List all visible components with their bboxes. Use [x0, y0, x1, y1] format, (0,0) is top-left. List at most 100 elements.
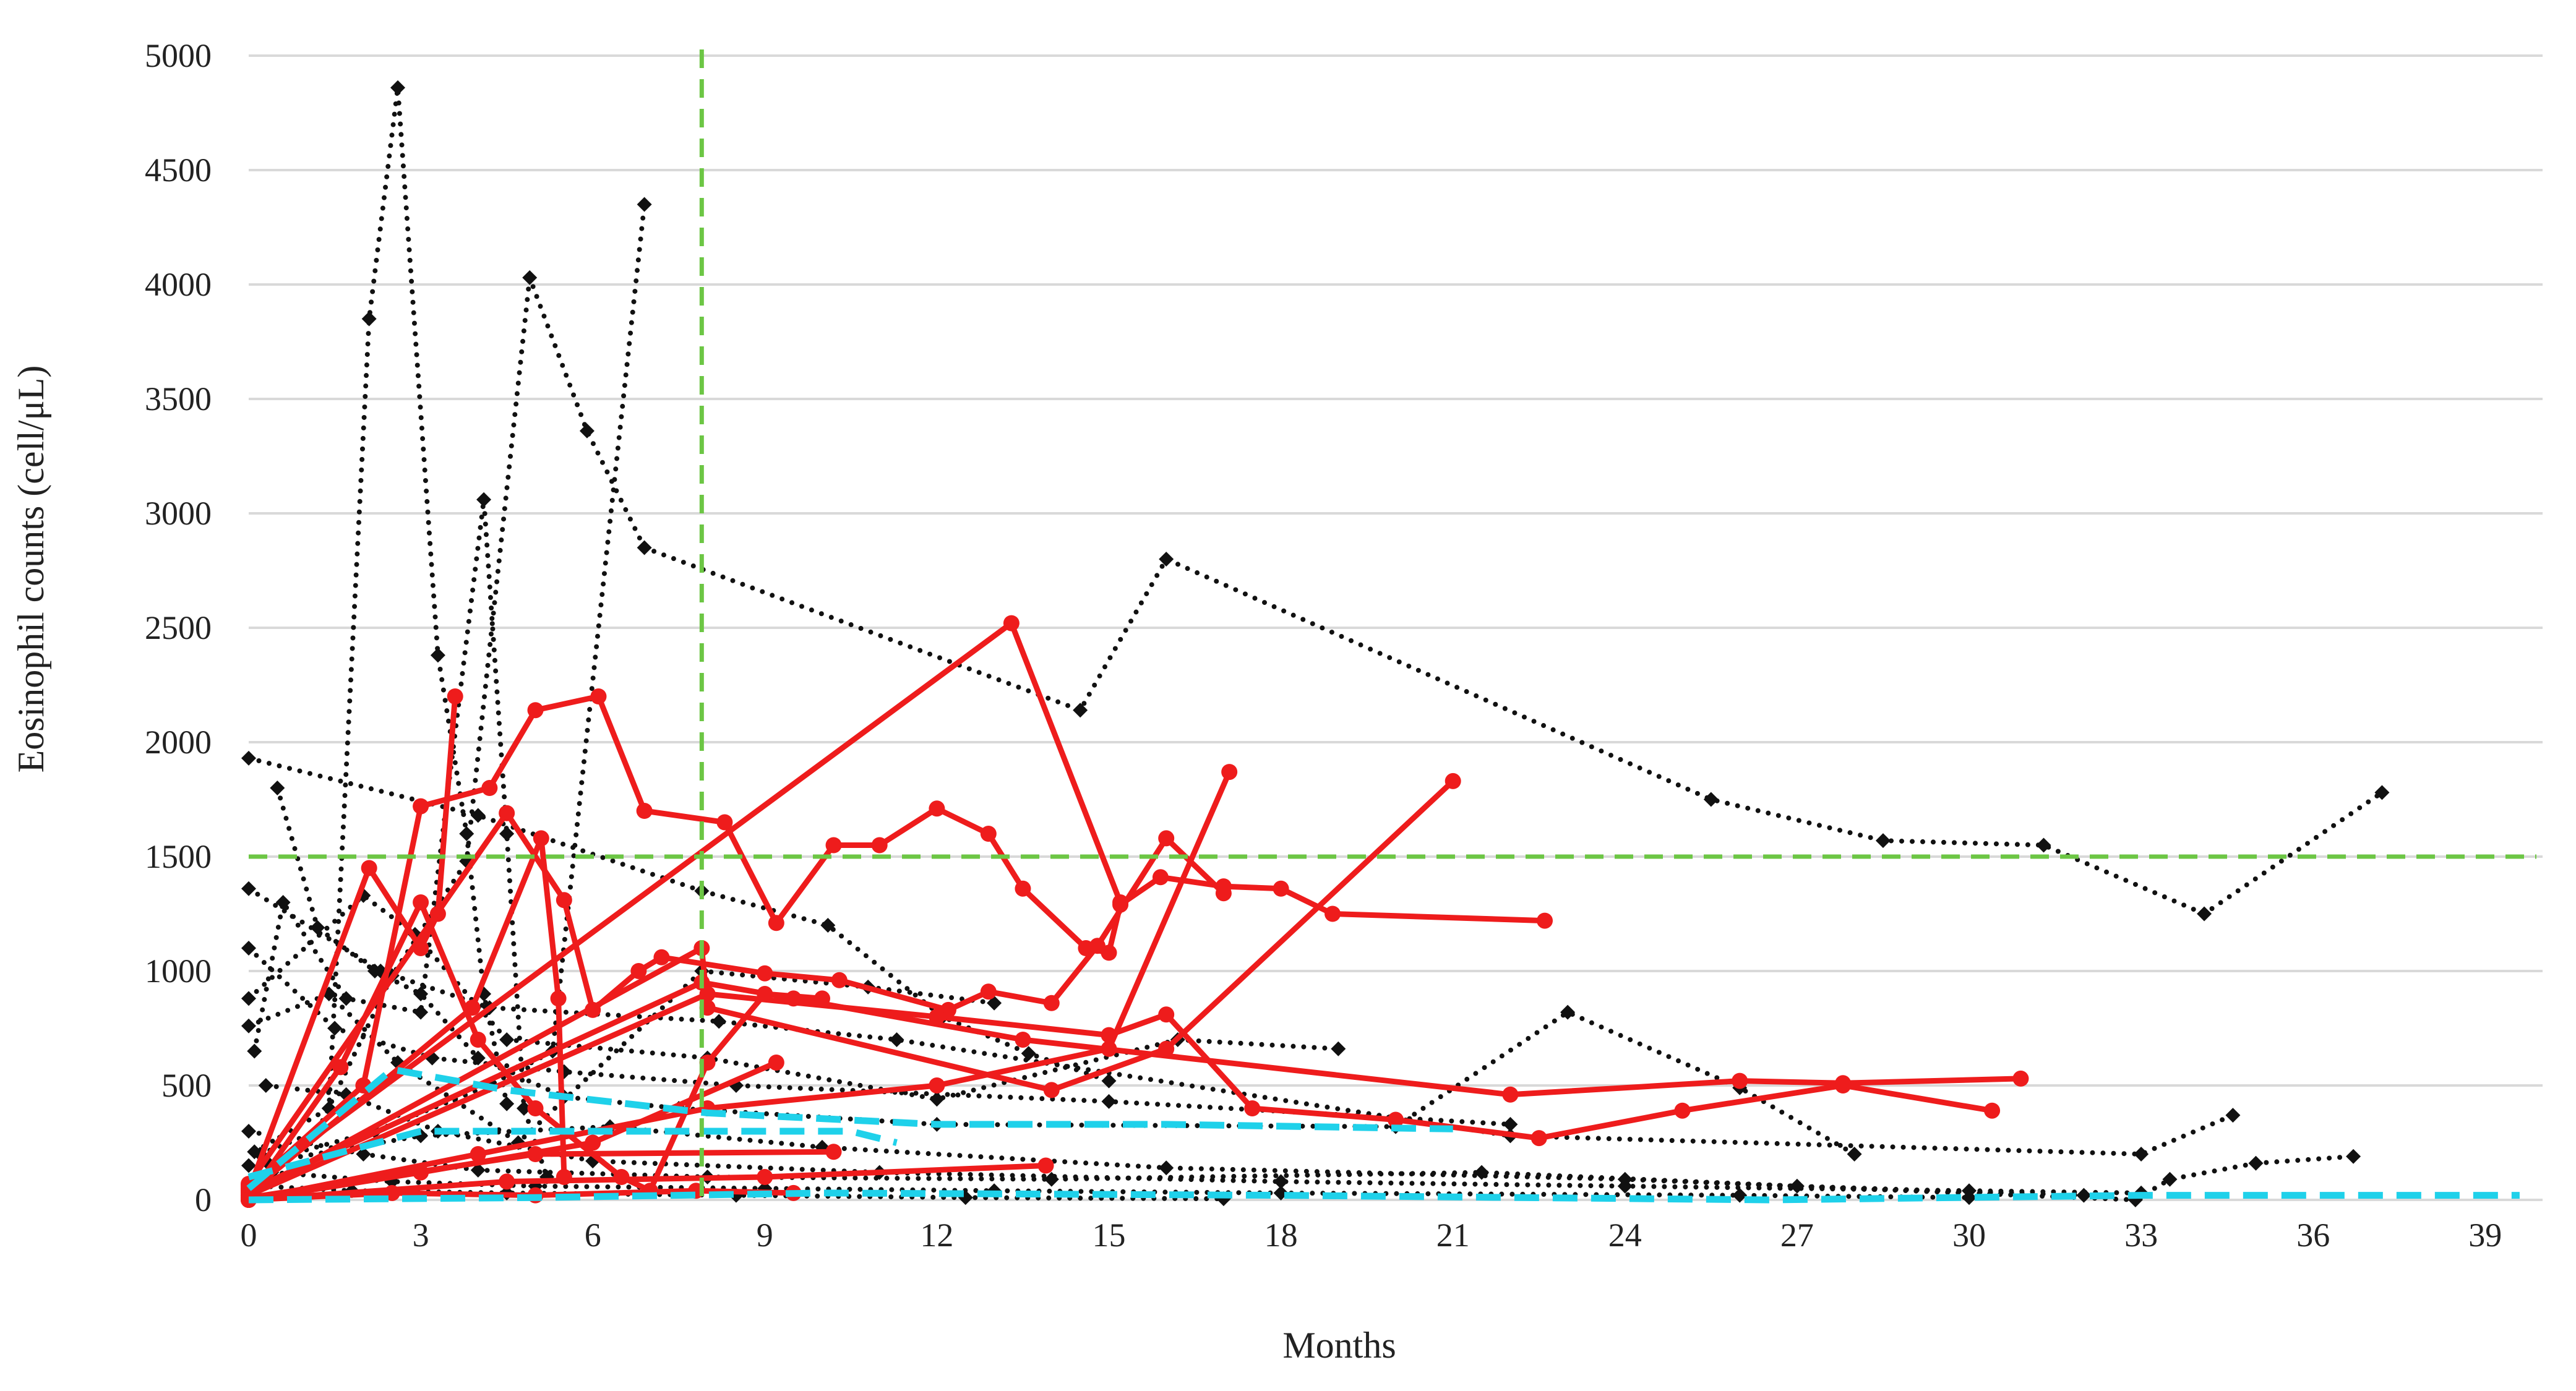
series-23-point-7 [1388, 1111, 1404, 1128]
series-18-point-3 [556, 892, 572, 909]
series-17-point-13 [980, 826, 997, 842]
series-3-point-13 [2197, 906, 2212, 922]
series-17-point-6 [590, 688, 607, 704]
series-5-point-1 [270, 781, 285, 795]
series-7-point-4 [711, 1014, 727, 1029]
series-19-point-3 [533, 830, 549, 847]
series-1-point-5 [430, 648, 445, 663]
series-2-point-3 [338, 991, 354, 1006]
series-13-point-1 [241, 1158, 256, 1173]
y-tick-4000: 4000 [145, 266, 212, 303]
series-28-point-2 [499, 1173, 515, 1190]
x-tick-15: 15 [1093, 1217, 1126, 1254]
series-9-point-1 [241, 991, 256, 1006]
series-25-point-5 [1101, 1040, 1117, 1057]
series-3-point-9 [1159, 552, 1174, 567]
x-tick-12: 12 [920, 1217, 953, 1254]
series-1-point-6 [459, 826, 474, 841]
x-tick-24: 24 [1608, 1217, 1642, 1254]
series-17-line [246, 693, 1545, 1191]
x-tick-33: 33 [2124, 1217, 2158, 1254]
series-18-point-14 [1215, 885, 1232, 902]
series-12-point-5 [1044, 1171, 1059, 1187]
series-10-point-1 [241, 1018, 256, 1034]
series-17-point-4 [481, 780, 498, 796]
series-22-point-4 [1015, 1032, 1031, 1048]
x-tick-30: 30 [1952, 1217, 1986, 1254]
series-8-point-6 [1101, 1094, 1117, 1109]
series-21-point-3 [1112, 894, 1129, 910]
series-20-line [247, 779, 1455, 1198]
series-23-point-9 [1674, 1102, 1691, 1119]
x-tick-9: 9 [757, 1217, 773, 1254]
series-4-line [263, 202, 647, 1164]
series-24-point-2 [332, 1059, 349, 1076]
series-7-point-1 [241, 881, 256, 896]
series-28-line [248, 1163, 1046, 1203]
series-17-point-22 [1537, 912, 1553, 929]
series-2-point-6 [499, 826, 515, 841]
series-27-point-3 [825, 1144, 842, 1160]
series-31-line [247, 1128, 898, 1181]
series-2-point-7 [516, 1101, 531, 1116]
x-tick-39: 39 [2468, 1217, 2502, 1254]
series-3-line [257, 275, 2385, 1157]
series-8-point-2 [327, 1021, 343, 1036]
series-24-point-5 [527, 1100, 544, 1116]
series-16-point-2 [361, 860, 377, 876]
x-tick-0: 0 [241, 1217, 257, 1254]
series-32-line [248, 1189, 2520, 1204]
series-1-point-8 [499, 1096, 515, 1111]
series-23-point-10 [1835, 1077, 1852, 1094]
series-31 [247, 1128, 898, 1181]
series-12-point-1 [241, 1124, 256, 1139]
series-28-point-3 [757, 1169, 773, 1185]
series-26-point-3 [585, 1134, 601, 1151]
series-19-point-4 [550, 990, 567, 1007]
x-tick-6: 6 [585, 1217, 601, 1254]
series-17-point-7 [636, 803, 653, 819]
series-18-point-2 [499, 805, 515, 821]
series-11-point-6 [1273, 1174, 1289, 1189]
series-25-point-6 [1221, 764, 1238, 781]
series-28-point-4 [1037, 1157, 1054, 1174]
series-3-point-7 [637, 540, 652, 555]
series-18-line [246, 810, 1226, 1186]
series-25-line [248, 771, 1232, 1203]
series-23-point-11 [1984, 1102, 2001, 1119]
series-18-point-10 [980, 983, 997, 1000]
series-10-line [246, 969, 997, 1145]
series-23-point-2 [699, 986, 716, 1002]
series-layer [241, 80, 2520, 1208]
series-3-point-10 [1703, 792, 1719, 807]
series-24-point-9 [757, 986, 773, 1002]
series-30 [246, 1066, 1453, 1191]
series-22-point-6 [1732, 1072, 1748, 1089]
series-3 [252, 270, 2390, 1162]
x-tick-36: 36 [2296, 1217, 2330, 1254]
series-7 [241, 881, 2241, 1162]
y-axis-title: Eosinophil counts (cell/μL) [11, 366, 51, 773]
series-11-point-1 [258, 1078, 273, 1093]
series-16-point-5 [447, 688, 463, 704]
series-13-point-10 [2346, 1149, 2361, 1164]
series-1-point-3 [361, 311, 377, 327]
series-17-point-14 [1015, 880, 1031, 897]
series-14-point-8 [1962, 1190, 1977, 1205]
y-tick-4500: 4500 [145, 152, 212, 189]
series-18-point-12 [1089, 938, 1106, 954]
y-tick-1000: 1000 [145, 952, 212, 990]
series-32 [248, 1189, 2520, 1204]
series-23-point-6 [1244, 1100, 1261, 1116]
series-9-line [246, 892, 1341, 1102]
series-17-point-18 [1152, 869, 1169, 886]
series-2-point-4 [413, 1004, 429, 1020]
grid-lines [249, 54, 2543, 1201]
series-17-point-20 [1273, 880, 1289, 897]
series-3-point-12 [2036, 837, 2051, 853]
series-17-point-12 [929, 800, 945, 817]
series-20-point-6 [1445, 773, 1461, 789]
x-tick-labels: 0 3 6 9 12 15 18 21 24 27 30 33 36 39 [241, 1217, 2502, 1254]
series-12-point-7 [1789, 1178, 1805, 1194]
series-13-point-5 [1159, 1160, 1174, 1176]
